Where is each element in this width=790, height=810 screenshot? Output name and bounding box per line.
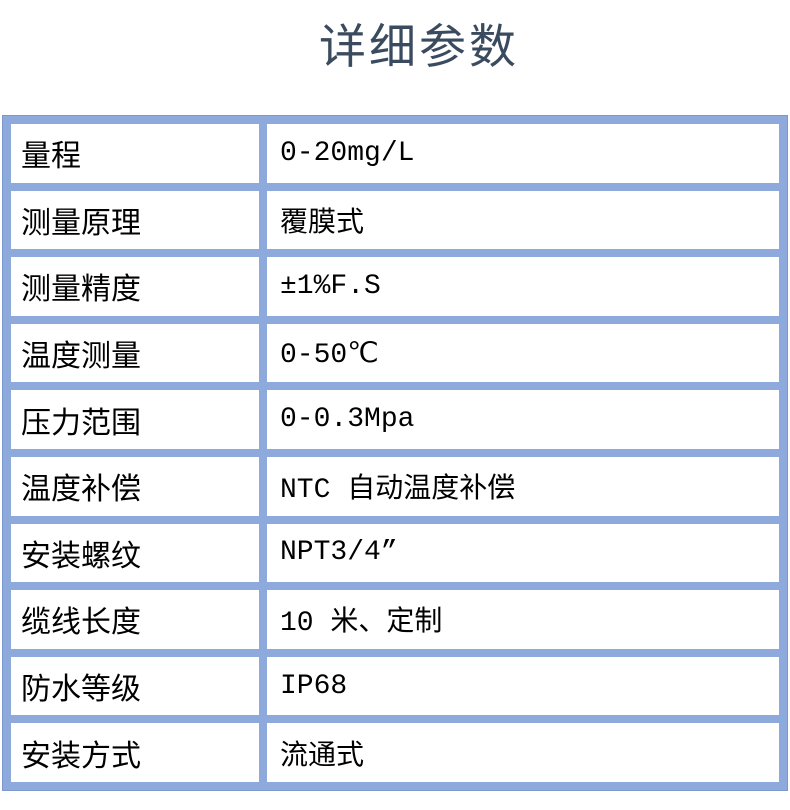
param-value-cell: 0-0.3Mpa	[267, 390, 779, 449]
param-label-cell: 测量原理	[11, 190, 259, 250]
table-row: 安装方式 流通式	[11, 723, 779, 782]
table-row: 缆线长度 10 米、定制	[11, 590, 779, 649]
table-row: 温度补偿 NTC 自动温度补偿	[11, 456, 779, 516]
param-label-cell: 防水等级	[11, 656, 259, 716]
spec-table: 量程 0-20mg/L 测量原理 覆膜式 测量精度 ±1%F.S 温度测量 0-…	[2, 115, 788, 791]
param-value-cell: 0-20mg/L	[267, 124, 779, 183]
table-row: 温度测量 0-50℃	[11, 323, 779, 383]
table-row: 防水等级 IP68	[11, 656, 779, 716]
param-label-cell: 测量精度	[11, 257, 259, 316]
param-label-cell: 缆线长度	[11, 590, 259, 649]
param-value-cell: NPT3/4”	[267, 523, 779, 583]
table-row: 测量原理 覆膜式	[11, 190, 779, 250]
param-value-cell: IP68	[267, 656, 779, 716]
param-value-cell: 流通式	[267, 723, 779, 782]
page-title: 详细参数	[319, 20, 519, 73]
table-row: 测量精度 ±1%F.S	[11, 257, 779, 316]
table-row: 量程 0-20mg/L	[11, 124, 779, 183]
param-value-cell: NTC 自动温度补偿	[267, 456, 779, 516]
param-label-cell: 温度测量	[11, 323, 259, 383]
param-value-cell: 0-50℃	[267, 323, 779, 383]
param-value-cell: 覆膜式	[267, 190, 779, 250]
param-value-cell: 10 米、定制	[267, 590, 779, 649]
table-row: 压力范围 0-0.3Mpa	[11, 390, 779, 449]
param-label-cell: 压力范围	[11, 390, 259, 449]
param-label-cell: 温度补偿	[11, 456, 259, 516]
param-value-cell: ±1%F.S	[267, 257, 779, 316]
table-row: 安装螺纹 NPT3/4”	[11, 523, 779, 583]
param-label-cell: 安装螺纹	[11, 523, 259, 583]
spec-table-body: 量程 0-20mg/L 测量原理 覆膜式 测量精度 ±1%F.S 温度测量 0-…	[11, 124, 779, 782]
param-label-cell: 安装方式	[11, 723, 259, 782]
param-label-cell: 量程	[11, 124, 259, 183]
